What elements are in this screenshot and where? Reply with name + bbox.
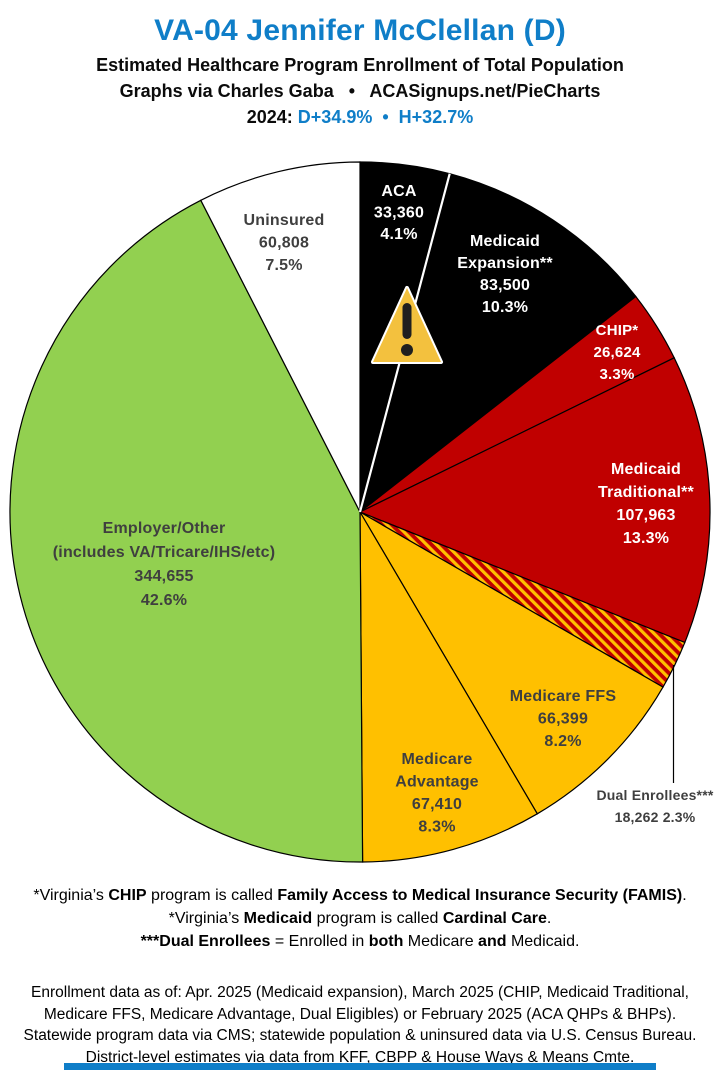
pie-slice-medicaid-expansion bbox=[358, 172, 637, 514]
text-segment: program is called bbox=[146, 887, 278, 904]
slice-label-employer-other: Employer/Other (includes VA/Tricare/IHS/e… bbox=[53, 520, 275, 609]
text-segment: ***Dual Enrollees bbox=[140, 933, 271, 950]
slice-label-dual-enrollees: Dual Enrollees*** 18,262 2.3% bbox=[597, 787, 714, 825]
source-line: Medicare FFS, Medicare Advantage, Dual E… bbox=[43, 1005, 677, 1023]
slice-label-medicare-advantage: Medicare Advantage 67,410 8.3% bbox=[395, 751, 479, 836]
warning-triangle-icon bbox=[371, 286, 443, 364]
footnote-dual-enrollees: ***Dual Enrollees = Enrolled in both Med… bbox=[0, 930, 720, 953]
text-segment: D+34.9% bbox=[297, 107, 373, 127]
warning-exclamation-dot bbox=[401, 344, 413, 356]
text-segment: both bbox=[368, 933, 404, 950]
slice-label-medicare-ffs: Medicare FFS 66,399 8.2% bbox=[510, 688, 617, 750]
slice-label-chip: CHIP* 26,624 3.3% bbox=[593, 322, 641, 383]
source-line: Enrollment data as of: Apr. 2025 (Medica… bbox=[31, 984, 689, 1001]
text-segment: = Enrolled in bbox=[270, 933, 369, 950]
text-segment: and bbox=[478, 933, 507, 950]
source-line: District-level estimates via data from K… bbox=[85, 1048, 635, 1066]
text-segment: . bbox=[682, 887, 687, 904]
slice-label-medicaid-traditional: Medicaid Traditional** 107,963 13.3% bbox=[598, 461, 695, 547]
source-line: Statewide program data via CMS; statewid… bbox=[23, 1027, 697, 1044]
text-segment: CHIP bbox=[108, 887, 147, 904]
footnote-chip: *Virginia’s CHIP program is called Famil… bbox=[0, 884, 720, 907]
pie-slice-medicaid-traditional bbox=[358, 356, 711, 644]
text-segment: *Virginia’s bbox=[168, 910, 244, 927]
source-notes: Enrollment data as of: Apr. 2025 (Medica… bbox=[0, 982, 720, 1068]
chart-election-margins: 2024: D+34.9% • H+32.7% bbox=[0, 104, 720, 130]
text-segment: . bbox=[546, 910, 552, 927]
pie-slice-medicare-ffs bbox=[358, 510, 664, 815]
pie-slice-employer-other bbox=[9, 199, 364, 863]
text-segment: Family Access to Medical Insurance Secur… bbox=[277, 887, 683, 904]
slice-labels: ACA 33,360 4.1% Medicaid Expansion** 83,500 10… bbox=[53, 183, 714, 836]
pie-slice-uninsured bbox=[199, 161, 361, 513]
chart-title: VA-04 Jennifer McClellan (D) bbox=[154, 14, 566, 47]
warning-exclamation-bar bbox=[402, 303, 412, 339]
text-segment: Medicaid bbox=[243, 910, 313, 927]
slice-label-medicaid-expansion: Medicaid Expansion** 83,500 10.3% bbox=[457, 233, 553, 316]
text-segment: Medicare bbox=[403, 933, 479, 950]
slice-label-aca: ACA 33,360 4.1% bbox=[374, 183, 424, 243]
text-segment: Cardinal Care bbox=[442, 910, 547, 927]
chart-attribution: Graphs via Charles Gaba • ACASignups.net… bbox=[119, 81, 601, 101]
text-segment: Medicaid. bbox=[506, 933, 580, 950]
pie-slice-medicare-advantage bbox=[359, 509, 539, 863]
chart-subtitle: Estimated Healthcare Program Enrollment … bbox=[96, 55, 624, 75]
chart-header: VA-04 Jennifer McClellan (D) Estimated H… bbox=[0, 0, 720, 130]
text-segment: H+32.7% bbox=[398, 107, 474, 127]
footnotes: *Virginia’s CHIP program is called Famil… bbox=[0, 884, 720, 953]
pie-slices bbox=[9, 161, 711, 863]
enrollment-pie-chart: ACA 33,360 4.1% Medicaid Expansion** 83,500 10… bbox=[9, 161, 714, 863]
slice-label-uninsured: Uninsured 60,808 7.5% bbox=[244, 212, 325, 274]
text-segment: program is called bbox=[312, 910, 443, 927]
text-segment: • bbox=[372, 107, 399, 127]
text-segment: 2024: bbox=[246, 107, 298, 127]
text-segment: *Virginia’s bbox=[33, 887, 109, 904]
footnote-medicaid: *Virginia’s Medicaid program is called C… bbox=[0, 907, 720, 930]
footer-accent-bar bbox=[64, 1063, 656, 1070]
